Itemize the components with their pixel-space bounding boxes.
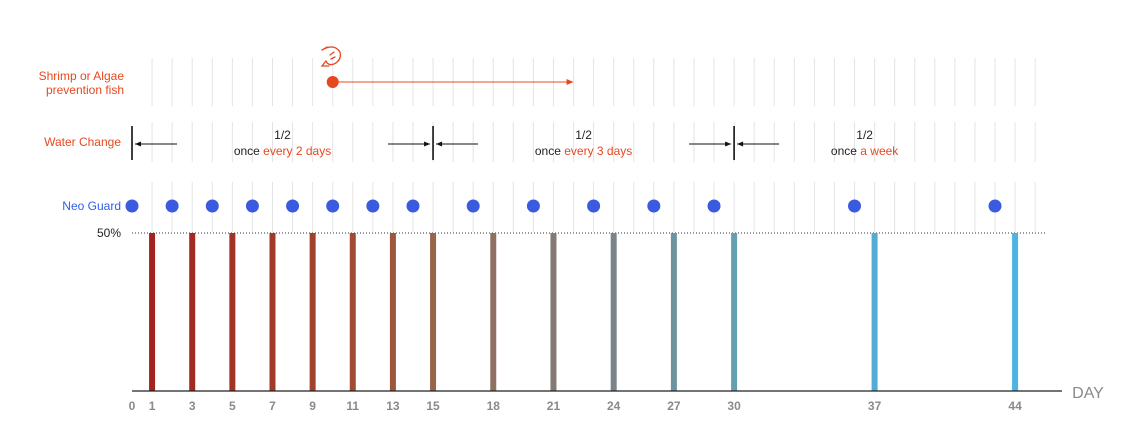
segment-2-highlight: every 3 days <box>564 144 632 158</box>
x-tick-label: 21 <box>547 399 561 413</box>
bar <box>610 233 617 391</box>
shrimp-label-line2: prevention fish <box>46 83 124 97</box>
segment-1-frequency: once every 2 days <box>234 144 331 158</box>
x-tick-label: 7 <box>269 399 276 413</box>
water-change-markers <box>131 126 780 160</box>
shrimp-arrowhead <box>566 79 574 85</box>
bar <box>149 233 156 391</box>
x-tick-label: 24 <box>607 399 621 413</box>
bar <box>309 233 316 391</box>
bar <box>389 233 396 391</box>
left-arrowhead <box>436 141 443 147</box>
neo-guard-dot <box>848 199 862 213</box>
neo-guard-label: Neo Guard <box>62 199 121 213</box>
neo-guard-dot <box>205 199 219 213</box>
shrimp-label-line1: Shrimp or Algae <box>39 69 125 83</box>
left-arrowhead <box>135 141 141 147</box>
right-arrowhead <box>725 141 732 147</box>
shrimp-icon <box>320 46 342 67</box>
x-tick-label: 0 <box>129 399 136 413</box>
neo-guard-dot <box>326 199 340 213</box>
x-tick-label: 13 <box>386 399 400 413</box>
x-tick-label: 37 <box>868 399 882 413</box>
neo-guard-dot <box>526 199 540 213</box>
bar <box>269 233 276 391</box>
shrimp-start-dot <box>326 76 339 88</box>
neo-guard-dot <box>466 199 480 213</box>
bar <box>229 233 236 391</box>
water-change-label: Water Change <box>44 135 121 149</box>
segment-3-highlight: a week <box>860 144 899 158</box>
x-tick-labels: 0 1 3 5 7 9 11 13 15 18 21 24 27 30 37 44 <box>129 399 1022 413</box>
x-axis-label: DAY <box>1072 385 1104 402</box>
y-reference-label: 50% <box>97 226 121 240</box>
neo-guard-dot <box>988 199 1002 213</box>
left-arrowhead <box>737 141 744 147</box>
segment-3-prefix: once <box>831 144 860 158</box>
segment-1-highlight: every 2 days <box>263 144 331 158</box>
segment-1-fraction: 1/2 <box>274 128 291 142</box>
x-tick-label: 27 <box>667 399 681 413</box>
bar <box>670 233 677 391</box>
neo-guard-dot <box>165 199 179 213</box>
bar <box>349 233 356 391</box>
right-arrowhead <box>424 141 431 147</box>
x-tick-label: 11 <box>346 399 359 413</box>
neo-guard-dot <box>245 199 259 213</box>
neo-guard-dot <box>366 199 380 213</box>
neo-guard-dot <box>406 199 420 213</box>
segment-2-prefix: once <box>535 144 564 158</box>
neo-guard-dot <box>125 199 139 213</box>
neo-guard-dot <box>647 199 661 213</box>
x-tick-label: 5 <box>229 399 236 413</box>
segment-1-prefix: once <box>234 144 263 158</box>
x-tick-label: 1 <box>149 399 156 413</box>
bar <box>871 233 878 391</box>
x-tick-label: 44 <box>1008 399 1022 413</box>
neo-guard-dots <box>125 199 1002 213</box>
segment-2-fraction: 1/2 <box>575 128 592 142</box>
neo-guard-dot <box>707 199 721 213</box>
x-tick-label: 18 <box>487 399 501 413</box>
segment-2-frequency: once every 3 days <box>535 144 632 158</box>
x-tick-label: 30 <box>727 399 741 413</box>
bar <box>490 233 497 391</box>
x-tick-label: 15 <box>426 399 440 413</box>
neo-guard-dot <box>587 199 601 213</box>
bar <box>1012 233 1019 391</box>
grid-lines <box>151 58 1036 232</box>
bar <box>189 233 196 391</box>
bar <box>430 233 437 391</box>
x-tick-label: 3 <box>189 399 196 413</box>
bar <box>731 233 738 391</box>
segment-3-frequency: once a week <box>831 144 899 158</box>
segment-3-fraction: 1/2 <box>856 128 873 142</box>
bars <box>149 233 1019 391</box>
bar <box>550 233 557 391</box>
x-tick-label: 9 <box>309 399 316 413</box>
neo-guard-dot <box>286 199 300 213</box>
